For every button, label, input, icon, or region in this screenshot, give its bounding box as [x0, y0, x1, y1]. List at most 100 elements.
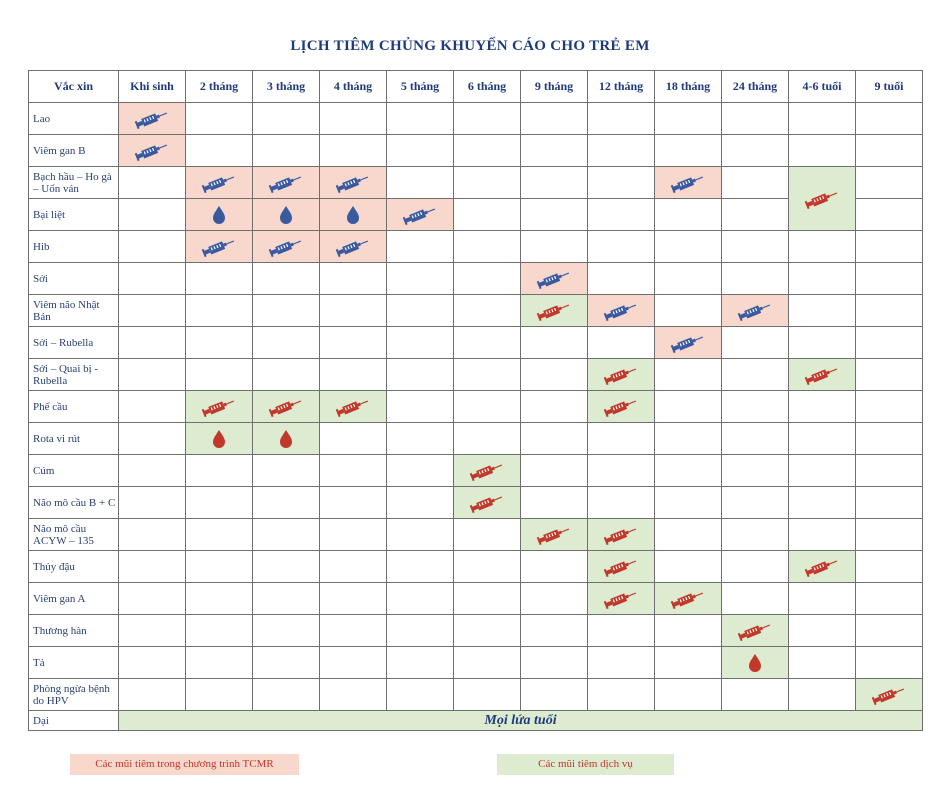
header-4-months: 4 tháng [319, 70, 387, 103]
header-2-months: 2 tháng [185, 70, 253, 103]
drop-icon [253, 429, 319, 449]
schedule-cell [252, 230, 320, 263]
syringe-icon [722, 301, 788, 321]
vaccine-name: Dại [28, 710, 119, 731]
syringe-icon [186, 173, 252, 193]
table-row: Dại Mọi lứa tuổi [28, 710, 923, 731]
table-row: Não mô cầu B + C [28, 486, 923, 519]
vaccine-name: Viêm gan B [28, 134, 119, 167]
syringe-icon [454, 461, 520, 481]
header-9-years: 9 tuổi [855, 70, 923, 103]
schedule-cell [252, 198, 320, 231]
schedule-cell [185, 390, 253, 423]
syringe-icon [387, 205, 453, 225]
vaccine-name: Sởi – Rubella [28, 326, 119, 359]
vaccine-name: Tả [28, 646, 119, 679]
schedule-cell [319, 198, 387, 231]
syringe-icon [253, 397, 319, 417]
table-row: Phòng ngừa bệnh do HPV [28, 678, 923, 711]
vaccine-name: Phế cầu [28, 390, 119, 423]
header-24-months: 24 tháng [721, 70, 789, 103]
vaccine-name: Não mô cầu B + C [28, 486, 119, 519]
table-row: Bạch hầu – Ho gà – Uốn ván [28, 166, 923, 231]
schedule-cell [252, 390, 320, 423]
schedule-cell [118, 134, 186, 167]
schedule-cell [587, 294, 655, 327]
syringe-icon [521, 301, 587, 321]
table-row: Thủy đậu [28, 550, 923, 583]
vaccine-name: Sởi [28, 262, 119, 295]
syringe-icon [789, 189, 855, 209]
schedule-cell [520, 294, 588, 327]
schedule-cell [185, 198, 253, 231]
syringe-icon [119, 109, 185, 129]
vaccine-name: Thủy đậu [28, 550, 119, 583]
schedule-cell [721, 614, 789, 647]
schedule-cell [587, 550, 655, 583]
vaccine-name: Cúm [28, 454, 119, 487]
schedule-cell [721, 294, 789, 327]
vaccine-name: Hib [28, 230, 119, 263]
schedule-cell [788, 358, 856, 391]
syringe-icon [655, 589, 721, 609]
schedule-cell [788, 166, 856, 231]
table-row: Sởi – Rubella [28, 326, 923, 359]
table-row: Sởi [28, 262, 923, 295]
header-9-months: 9 tháng [520, 70, 588, 103]
schedule-cell [587, 518, 655, 551]
syringe-icon [320, 237, 386, 257]
syringe-icon [186, 237, 252, 257]
all-ages-cell: Mọi lứa tuổi [118, 710, 923, 731]
schedule-cell [788, 550, 856, 583]
header-12-months: 12 tháng [587, 70, 655, 103]
schedule-cell [252, 422, 320, 455]
schedule-cell [855, 678, 923, 711]
vaccine-name: Bạch hầu – Ho gà – Uốn ván [28, 166, 119, 199]
table-row: Viêm não Nhật Bản [28, 294, 923, 327]
syringe-icon [856, 685, 922, 705]
header-6-months: 6 tháng [453, 70, 521, 103]
header-3-months: 3 tháng [252, 70, 320, 103]
syringe-icon [588, 557, 654, 577]
schedule-cell [185, 230, 253, 263]
header-birth: Khi sinh [118, 70, 186, 103]
table-row: Viêm gan B [28, 134, 923, 167]
table-row: Rota vi rút [28, 422, 923, 455]
drop-icon [186, 429, 252, 449]
drop-icon [722, 653, 788, 673]
header-vaccine: Vắc xin [28, 70, 119, 103]
schedule-cell [118, 102, 186, 135]
schedule-cell [453, 486, 521, 519]
table-row: Cúm [28, 454, 923, 487]
header-row: Vắc xin Khi sinh 2 tháng 3 tháng 4 tháng… [28, 70, 923, 103]
syringe-icon [789, 365, 855, 385]
vaccine-name: Não mô cầu ACYW – 135 [28, 518, 119, 551]
syringe-icon [454, 493, 520, 513]
schedule-cell [386, 198, 454, 231]
schedule-cell [721, 646, 789, 679]
schedule-cell [654, 326, 722, 359]
drop-icon [253, 205, 319, 225]
header-5-months: 5 tháng [386, 70, 454, 103]
syringe-icon [588, 397, 654, 417]
table-row: Tả [28, 646, 923, 679]
schedule-cell [185, 166, 253, 199]
vaccine-name: Viêm gan A [28, 582, 119, 615]
vaccine-name: Sởi – Quai bị - Rubella [28, 358, 119, 391]
vaccine-name: Lao [28, 102, 119, 135]
vaccination-schedule-table: Vắc xin Khi sinh 2 tháng 3 tháng 4 tháng… [28, 70, 923, 731]
syringe-icon [320, 173, 386, 193]
syringe-icon [722, 621, 788, 641]
schedule-cell [319, 390, 387, 423]
schedule-cell [587, 582, 655, 615]
vaccine-name: Phòng ngừa bệnh do HPV [28, 678, 119, 711]
syringe-icon [588, 589, 654, 609]
legend-service: Các mũi tiêm dịch vụ [497, 754, 674, 775]
schedule-cell [319, 166, 387, 199]
table-row: Viêm gan A [28, 582, 923, 615]
table-row: Não mô cầu ACYW – 135 [28, 518, 923, 551]
drop-icon [186, 205, 252, 225]
syringe-icon [588, 301, 654, 321]
schedule-cell [654, 166, 722, 199]
vaccine-name: Rota vi rút [28, 422, 119, 455]
